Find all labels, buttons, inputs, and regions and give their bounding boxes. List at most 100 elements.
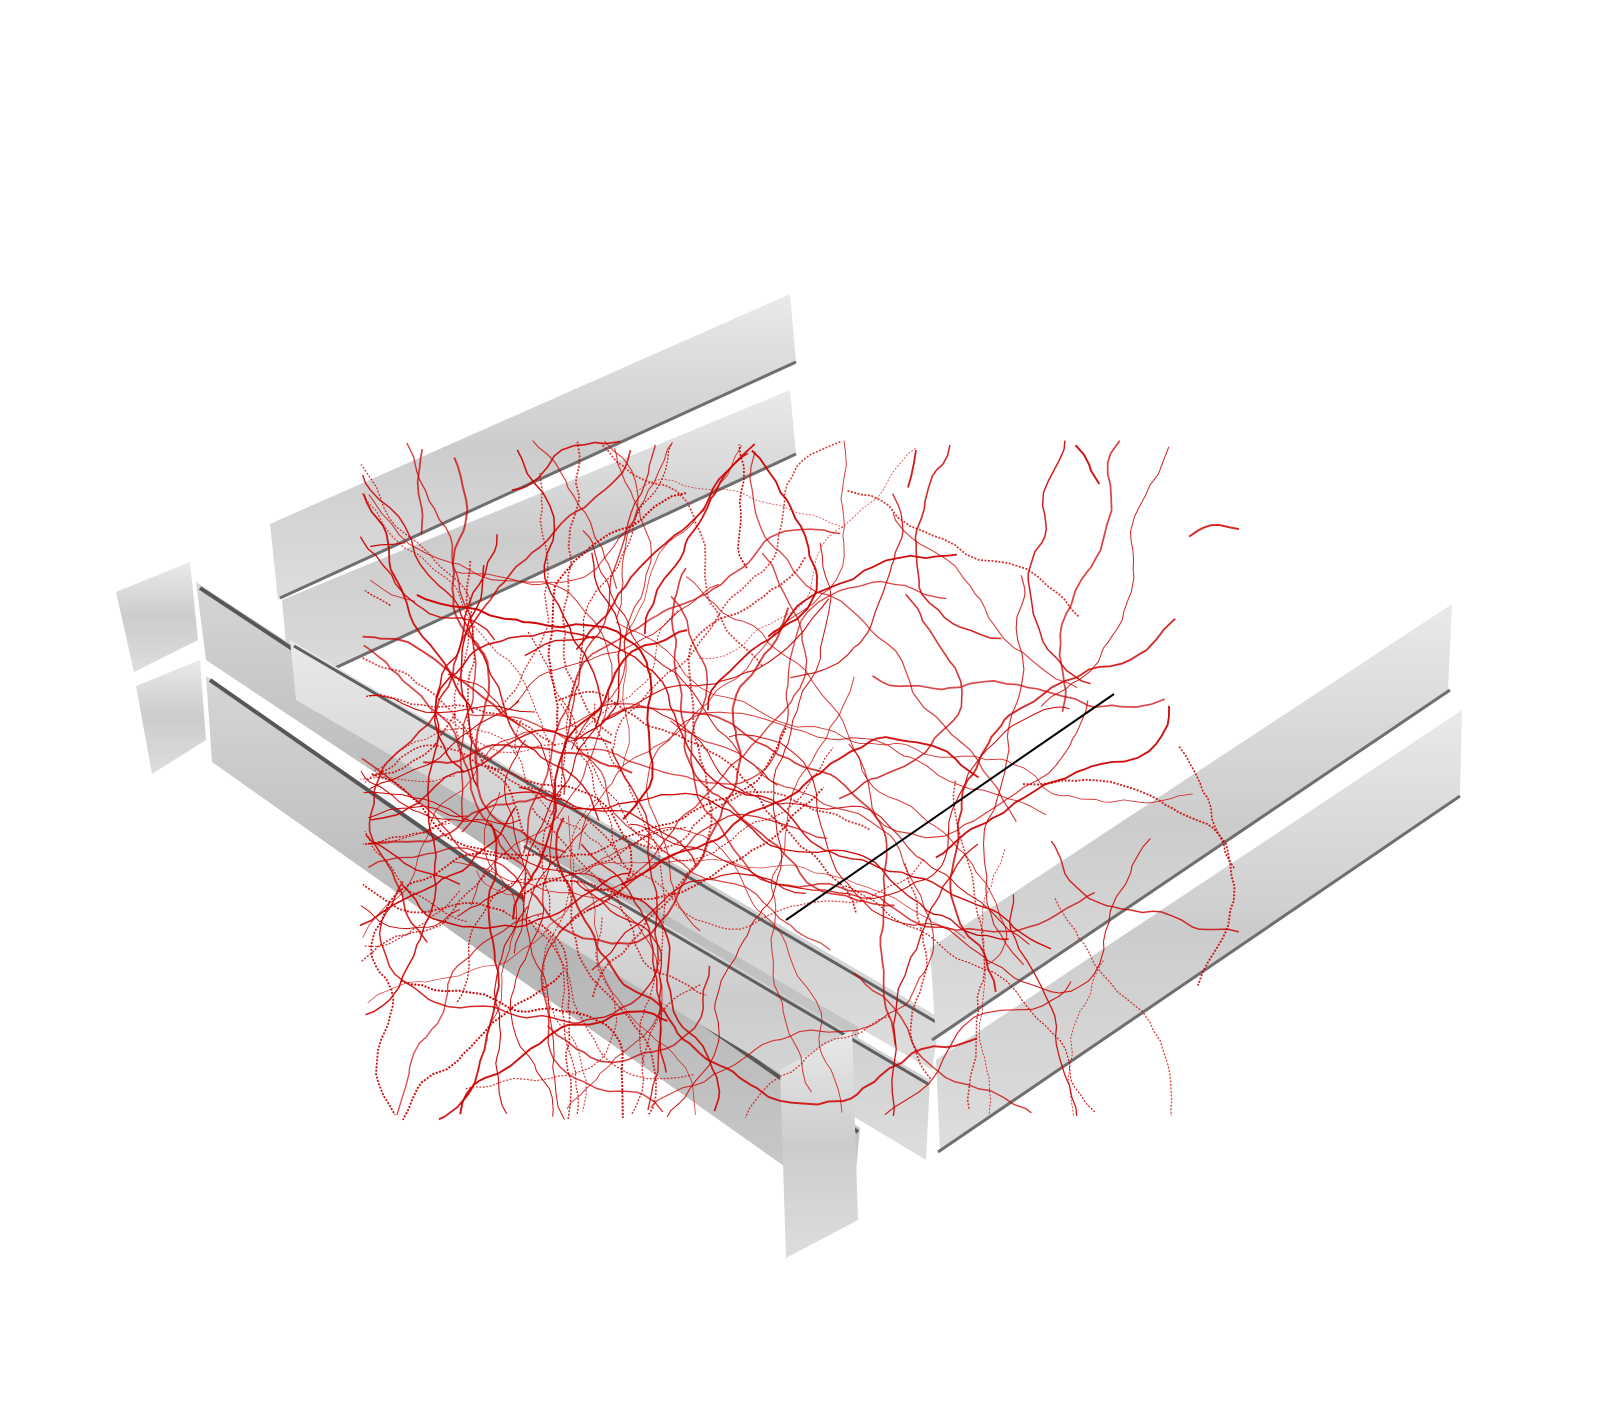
neurite-branch xyxy=(455,440,639,586)
neurite-branch xyxy=(360,905,461,930)
neurite-branch xyxy=(555,817,978,1106)
neurite-branch xyxy=(1040,446,1170,707)
neurite-branch xyxy=(666,542,832,1118)
neurite-branch xyxy=(374,713,457,776)
neurite-branch xyxy=(378,748,659,1024)
gray-slab xyxy=(136,660,206,774)
neurite-branch xyxy=(364,589,391,606)
neurite-branch xyxy=(670,595,1096,933)
slab-edge xyxy=(279,360,797,600)
neurite-branch xyxy=(848,700,1089,839)
neurite-branch xyxy=(531,807,707,997)
neurite-branch xyxy=(364,744,637,878)
neurite-branch xyxy=(363,644,534,882)
gray-slab xyxy=(930,604,1452,1040)
neurite-branch xyxy=(433,629,595,774)
scale-bar xyxy=(785,693,1115,921)
neurite-branch xyxy=(737,444,748,569)
neurite-branch xyxy=(685,576,1008,966)
neurite-branch xyxy=(367,815,574,1004)
neurite-branch xyxy=(368,694,536,714)
neurite-branch xyxy=(364,830,467,923)
slab-edge xyxy=(523,844,929,1086)
neurite-branch xyxy=(584,826,843,1113)
neurite-branch xyxy=(366,693,557,747)
neurite-branch xyxy=(982,575,1026,966)
neurite-branch xyxy=(597,878,721,1112)
neurite-branch xyxy=(368,805,468,819)
neurite-branch xyxy=(521,786,825,901)
neurite-branch xyxy=(871,675,1166,708)
neurite-branch xyxy=(361,492,556,795)
neurite-branch xyxy=(891,843,979,1116)
neurite-branch xyxy=(503,739,526,954)
neurite-branch xyxy=(952,780,986,1109)
neurite-branch xyxy=(636,790,871,850)
neurite-branch xyxy=(949,618,1176,993)
neurite-branch xyxy=(591,872,806,971)
neurite-branch xyxy=(1050,840,1239,933)
neurite-branch xyxy=(362,747,480,938)
neurite-branch xyxy=(468,713,831,951)
neurite-branch xyxy=(593,703,666,1065)
neurite-branch xyxy=(914,444,1002,640)
neurite-branch xyxy=(572,873,696,1115)
neurite-branch xyxy=(459,1010,668,1115)
neurite-branch xyxy=(1008,894,1078,1117)
neurite-branch xyxy=(361,867,493,962)
neurite-branch xyxy=(455,826,686,1004)
neurite-branch xyxy=(744,1015,890,1118)
neurite-branch xyxy=(650,720,935,1108)
neurite-branch xyxy=(359,807,516,927)
neurite-branch xyxy=(770,676,855,1093)
neurite-branch xyxy=(575,580,947,785)
neurite-branch xyxy=(1058,440,1121,713)
neurite-branch xyxy=(1074,444,1101,485)
neurite-branch xyxy=(493,906,529,1115)
neurite-branch xyxy=(371,729,612,821)
neurite-branch xyxy=(558,690,857,914)
neurite-branch xyxy=(629,706,1070,900)
neurite-branch xyxy=(574,880,663,1111)
neurite-branch xyxy=(360,775,455,783)
neurite-branch xyxy=(511,440,621,491)
neurite-branch xyxy=(371,727,787,859)
neurite-branch xyxy=(601,706,897,1046)
neurite-branch xyxy=(401,872,631,930)
neuron-trace-group xyxy=(359,440,1240,1121)
neurite-branch xyxy=(580,843,667,1073)
neurite-branch xyxy=(498,473,550,712)
neurite-branch xyxy=(416,448,424,535)
neurite-branch xyxy=(1188,523,1240,538)
gray-slab-group xyxy=(116,294,1462,1258)
neurite-branch xyxy=(514,719,925,930)
neurite-branch xyxy=(368,494,613,906)
neurite-branch xyxy=(698,447,917,660)
neurite-branch xyxy=(561,441,613,736)
neurite-branch xyxy=(416,594,654,820)
neurite-branch xyxy=(578,440,847,850)
neurite-branch xyxy=(630,984,701,1116)
neurite-branch xyxy=(616,441,674,619)
neurite-branch xyxy=(451,861,663,1110)
neurite-branch xyxy=(853,972,1032,1114)
neurite-branch xyxy=(635,478,844,529)
gray-slab xyxy=(270,294,796,600)
neurite-branch xyxy=(532,440,618,589)
neurite-branch xyxy=(622,445,743,767)
neurite-branch xyxy=(365,834,461,885)
neurite-branch xyxy=(359,536,496,641)
neurite-branch xyxy=(362,474,600,821)
neurite-branch xyxy=(1022,778,1236,986)
neurite-branch xyxy=(615,621,1193,804)
neurite-branch xyxy=(360,464,473,754)
neurite-branch xyxy=(372,727,517,772)
neurite-branch xyxy=(483,791,517,1042)
neurite-branch xyxy=(600,443,763,667)
neurite-branch xyxy=(570,703,1030,945)
gray-slab xyxy=(780,1030,858,1258)
neurite-branch xyxy=(645,711,1047,932)
neurite-branch xyxy=(370,852,519,1116)
neurite-branch xyxy=(457,598,830,918)
neurite-branch xyxy=(751,449,819,638)
